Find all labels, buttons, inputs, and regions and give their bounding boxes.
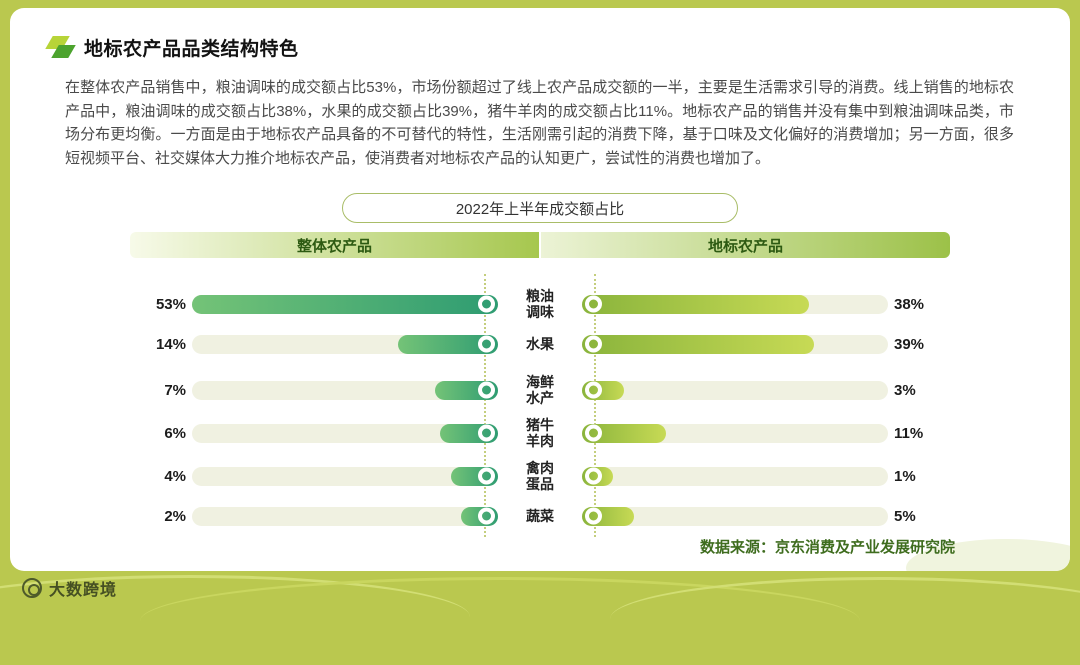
left-series-header: 整体农产品 bbox=[130, 232, 539, 258]
left-track bbox=[192, 380, 498, 400]
chart-title-badge: 2022年上半年成交额占比 bbox=[342, 193, 738, 223]
bar-ring-icon bbox=[478, 467, 495, 485]
left-track bbox=[192, 466, 498, 486]
bar-ring-icon bbox=[478, 507, 495, 525]
page-title: 地标农产品品类结构特色 bbox=[84, 39, 299, 60]
left-value: 7% bbox=[164, 381, 186, 399]
title-marker-icon bbox=[45, 35, 76, 61]
left-bar bbox=[461, 506, 498, 526]
right-track bbox=[582, 423, 888, 443]
chart-row: 7% 海鲜 水产 3% bbox=[130, 374, 950, 406]
right-bar bbox=[582, 334, 814, 354]
left-series-label: 整体农产品 bbox=[296, 237, 372, 255]
category-label: 水果 bbox=[526, 336, 554, 352]
right-bar bbox=[582, 423, 667, 443]
right-bar bbox=[582, 380, 624, 400]
right-series-header: 地标农产品 bbox=[541, 232, 950, 258]
bar-ring-icon bbox=[585, 507, 602, 525]
left-bar bbox=[440, 423, 498, 443]
left-axis-dotted-line bbox=[484, 274, 486, 537]
right-bar bbox=[582, 294, 809, 314]
chart-header-band: 整体农产品 地标农产品 bbox=[130, 232, 950, 258]
category-label: 海鲜 水产 bbox=[526, 374, 554, 406]
wave-decoration bbox=[610, 577, 1080, 661]
intro-paragraph: 在整体农产品销售中，粮油调味的成交额占比53%，市场份额超过了线上农产品成交额的… bbox=[65, 79, 1014, 167]
chart-row: 14% 水果 39% bbox=[130, 331, 950, 357]
left-track bbox=[192, 423, 498, 443]
bar-ring-icon bbox=[585, 381, 602, 399]
data-source: 数据来源：京东消费及产业发展研究院 bbox=[699, 539, 955, 556]
bar-ring-icon bbox=[478, 335, 495, 353]
right-series-label: 地标农产品 bbox=[707, 237, 783, 255]
category-label: 猪牛 羊肉 bbox=[526, 417, 554, 449]
left-track bbox=[192, 506, 498, 526]
left-value: 6% bbox=[164, 424, 186, 442]
bar-ring-icon bbox=[585, 467, 602, 485]
right-value: 39% bbox=[894, 335, 925, 353]
slide: { "header": { "title": "地标农产品品类结构特色" }, … bbox=[0, 8, 1080, 600]
right-track bbox=[582, 466, 888, 486]
left-bar bbox=[435, 380, 498, 400]
chart-title: 2022年上半年成交额占比 bbox=[455, 200, 625, 218]
right-value: 38% bbox=[894, 295, 925, 313]
left-track bbox=[192, 294, 498, 314]
bar-ring-icon bbox=[478, 424, 495, 442]
left-track bbox=[192, 334, 498, 354]
chart-row: 53% 粮油 调味 38% bbox=[130, 288, 950, 320]
category-label: 禽肉 蛋品 bbox=[526, 460, 554, 492]
chart-row: 2% 蔬菜 5% bbox=[130, 503, 950, 529]
bar-ring-icon bbox=[585, 335, 602, 353]
category-label: 蔬菜 bbox=[526, 508, 554, 524]
chart-row: 4% 禽肉 蛋品 1% bbox=[130, 460, 950, 492]
left-value: 4% bbox=[164, 467, 186, 485]
tornado-chart: 整体农产品 地标农产品 53% 粮油 调味 38% 14% bbox=[130, 232, 950, 537]
right-track bbox=[582, 294, 888, 314]
chart-rows: 53% 粮油 调味 38% 14% 水果 39% 7% bbox=[130, 274, 950, 537]
left-bar bbox=[450, 466, 498, 486]
content-card: 地标农产品品类结构特色 在整体农产品销售中，粮油调味的成交额占比53%，市场份额… bbox=[10, 8, 1070, 571]
bar-ring-icon bbox=[478, 381, 495, 399]
category-label: 粮油 调味 bbox=[526, 288, 554, 320]
title-row: 地标农产品品类结构特色 bbox=[45, 34, 299, 61]
left-bar bbox=[192, 294, 498, 314]
logo: 大数跨境 bbox=[22, 576, 117, 600]
wave-decoration bbox=[0, 575, 470, 659]
right-value: 3% bbox=[894, 381, 916, 399]
left-value: 53% bbox=[155, 295, 186, 313]
wave-decoration bbox=[140, 577, 860, 665]
bar-ring-icon bbox=[585, 424, 602, 442]
left-value: 2% bbox=[164, 507, 186, 525]
right-value: 1% bbox=[894, 467, 916, 485]
logo-icon bbox=[22, 578, 42, 598]
chart-row: 6% 猪牛 羊肉 11% bbox=[130, 417, 950, 449]
bar-ring-icon bbox=[478, 295, 495, 313]
right-track bbox=[582, 334, 888, 354]
right-bar bbox=[582, 506, 635, 526]
right-value: 5% bbox=[894, 507, 916, 525]
left-value: 14% bbox=[155, 335, 186, 353]
right-track bbox=[582, 380, 888, 400]
right-bar bbox=[582, 466, 614, 486]
logo-text: 大数跨境 bbox=[49, 582, 118, 599]
right-axis-dotted-line bbox=[594, 274, 596, 537]
right-value: 11% bbox=[894, 424, 924, 442]
right-track bbox=[582, 506, 888, 526]
left-bar bbox=[398, 334, 498, 354]
bar-ring-icon bbox=[585, 295, 602, 313]
